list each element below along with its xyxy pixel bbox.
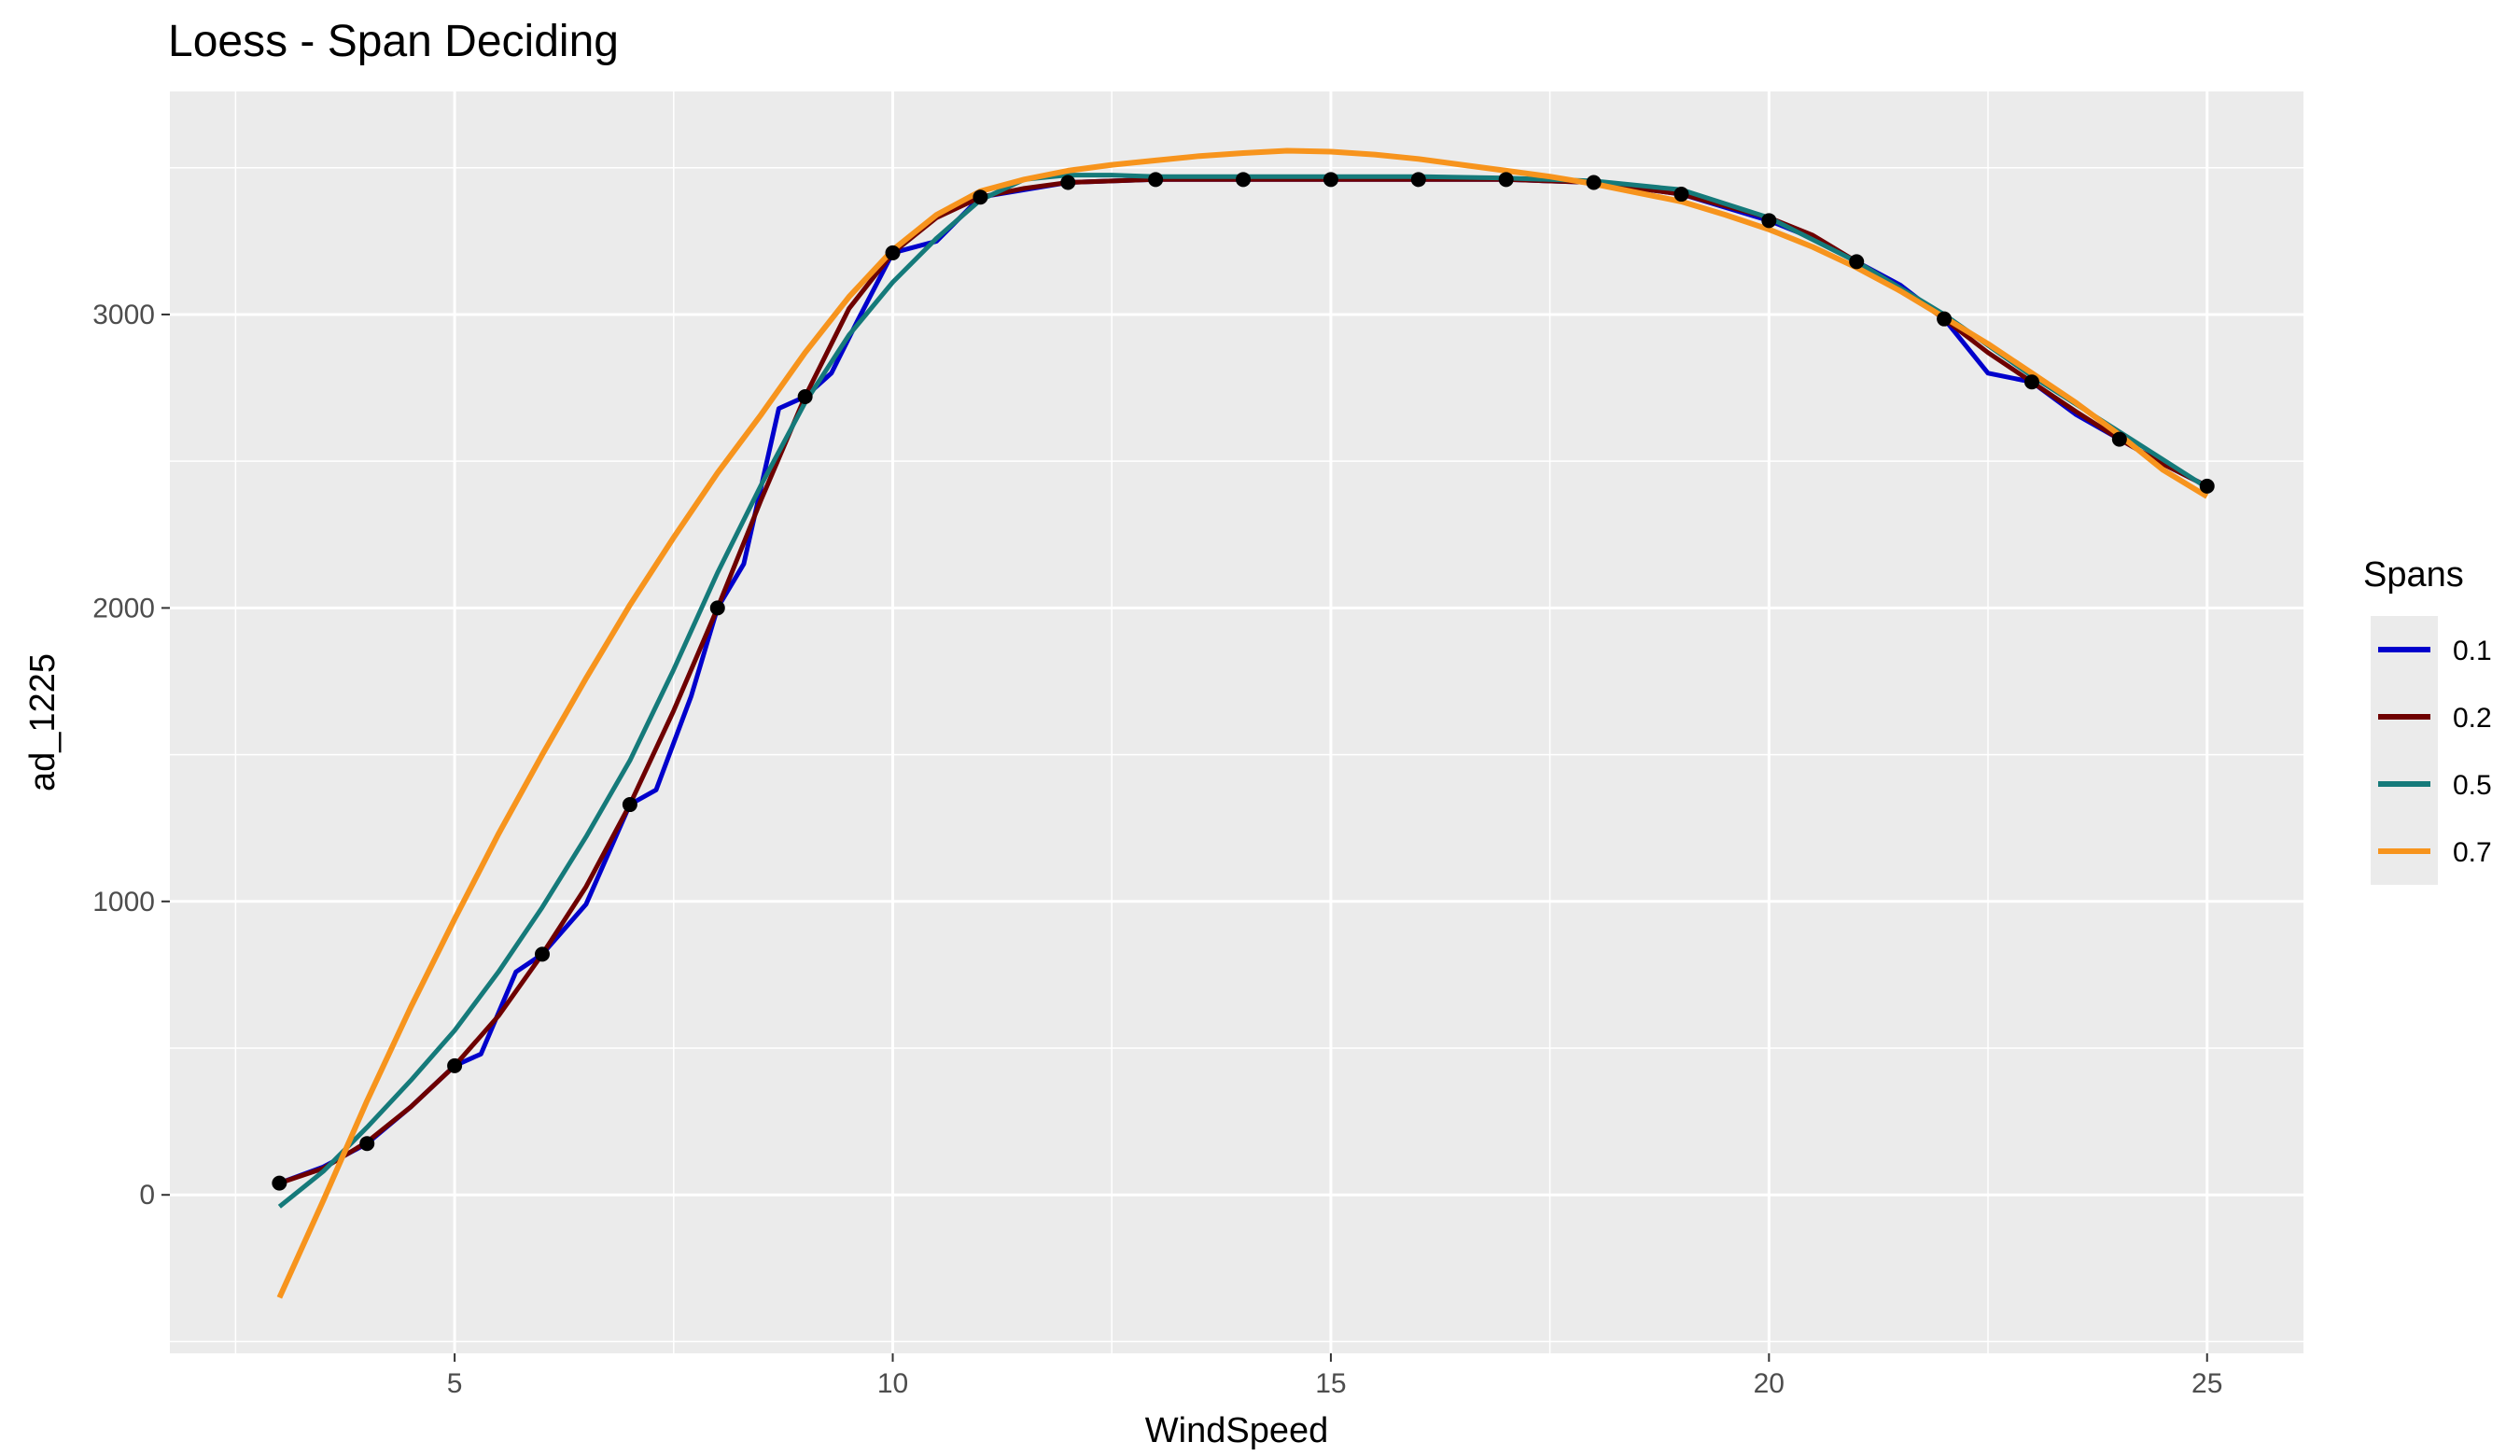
minor-gridlines [170, 91, 2303, 1353]
y-tick-label: 2000 [92, 593, 155, 623]
data-point [1148, 172, 1164, 188]
legend: Spans 0.1 0.2 0.5 0.7 [2363, 555, 2492, 885]
data-point [709, 600, 725, 616]
data-point [1498, 172, 1514, 188]
data-point [622, 797, 637, 813]
x-axis-title: WindSpeed [1145, 1411, 1328, 1450]
x-tick-label: 25 [2191, 1368, 2222, 1399]
data-point [1236, 172, 1252, 188]
data-point [1937, 311, 1953, 327]
x-tick-label: 10 [877, 1368, 908, 1399]
x-tick-label: 20 [1754, 1368, 1785, 1399]
data-point [1673, 187, 1689, 203]
legend-label: 0.5 [2453, 770, 2492, 801]
x-tick-label: 5 [447, 1368, 463, 1399]
legend-title: Spans [2363, 555, 2464, 595]
y-tick-label: 1000 [92, 887, 155, 917]
series-line-0-7 [276, 147, 2209, 1299]
data-point [1060, 175, 1076, 190]
y-axis: 0 1000 2000 3000 [92, 300, 170, 1211]
data-point [1849, 254, 1865, 270]
legend-label: 0.2 [2453, 703, 2492, 734]
legend-key-background [2371, 616, 2438, 885]
chart-title: Loess - Span Deciding [168, 17, 619, 66]
data-point [797, 388, 813, 404]
data-point [272, 1175, 287, 1191]
data-point [1586, 175, 1602, 190]
plot-panel [170, 91, 2303, 1353]
data-point [359, 1136, 375, 1152]
data-points [272, 172, 2215, 1191]
data-point [1323, 172, 1338, 188]
data-point [1410, 172, 1426, 188]
data-point [447, 1057, 463, 1073]
legend-label: 0.7 [2453, 837, 2492, 868]
x-tick-label: 15 [1315, 1368, 1346, 1399]
data-point [2111, 431, 2127, 447]
y-axis-title: ad_1225 [23, 653, 63, 791]
data-point [2199, 478, 2215, 494]
major-gridlines [170, 91, 2303, 1353]
data-point [534, 946, 550, 962]
data-point [1761, 213, 1777, 229]
data-point [885, 245, 901, 260]
data-point [973, 189, 988, 205]
y-tick-label: 0 [139, 1180, 155, 1211]
legend-label: 0.1 [2453, 636, 2492, 666]
data-point [2023, 374, 2039, 390]
x-axis: 5 10 15 20 25 [447, 1353, 2222, 1399]
y-tick-label: 3000 [92, 300, 155, 330]
